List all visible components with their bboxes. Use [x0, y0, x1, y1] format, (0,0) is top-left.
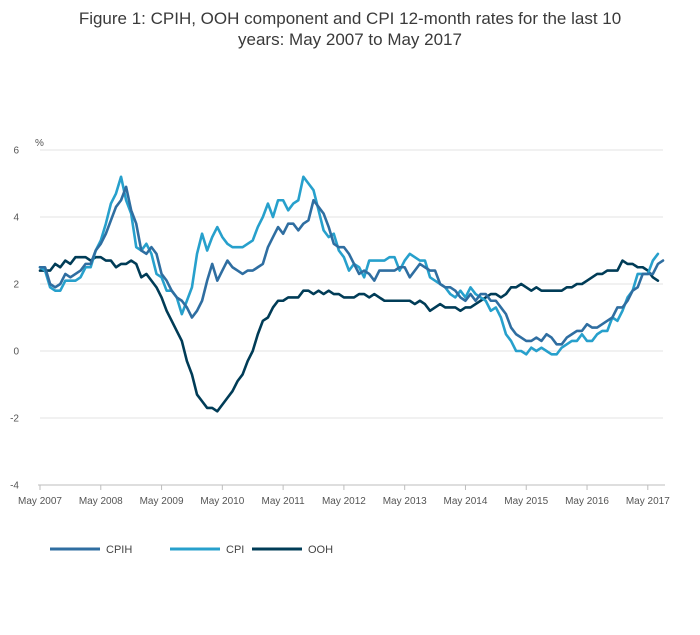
series-lines [38, 175, 665, 413]
x-tick-label: May 2010 [200, 496, 244, 507]
x-tick-label: May 2013 [383, 496, 427, 507]
x-tick-label: May 2012 [322, 496, 366, 507]
y-tick-label: 2 [13, 280, 19, 291]
legend-label: CPI [226, 544, 244, 556]
y-axis-label: % [35, 138, 44, 149]
series-line-cpi [38, 175, 660, 356]
x-tick-label: May 2008 [79, 496, 123, 507]
legend: CPIH CPI OOH [50, 544, 333, 556]
series-line-cpih [38, 185, 665, 346]
x-tick-label: May 2017 [626, 496, 670, 507]
legend-item-ooh: OOH [252, 544, 333, 556]
legend-item-cpih: CPIH [50, 544, 132, 556]
axes: -4 -2 0 2 4 6% May 2007 May 2008 May 2009 May 201… [10, 138, 670, 507]
x-tick-label: May 2009 [140, 496, 184, 507]
x-tick-label: May 2015 [504, 496, 548, 507]
x-tick-label: May 2016 [565, 496, 609, 507]
series-line-ooh [38, 255, 660, 413]
y-tick-label: -4 [10, 481, 19, 492]
legend-label: CPIH [106, 544, 132, 556]
chart-title: Figure 1: CPIH, OOH component and CPI 12… [0, 8, 700, 50]
y-tick-label: 4 [13, 213, 19, 224]
y-tick-label: -2 [10, 414, 19, 425]
legend-item-cpi: CPI [170, 544, 244, 556]
chart-title-line-2: years: May 2007 to May 2017 [238, 30, 462, 49]
chart-title-line-1: Figure 1: CPIH, OOH component and CPI 12… [78, 9, 622, 28]
x-tick-label: May 2014 [444, 496, 488, 507]
x-tick-label: May 2011 [262, 496, 306, 507]
y-tick-label: 0 [13, 347, 19, 358]
y-tick-label: 6 [13, 146, 19, 157]
x-tick-label: May 2007 [18, 496, 62, 507]
gridlines [40, 149, 663, 486]
legend-label: OOH [308, 544, 333, 556]
